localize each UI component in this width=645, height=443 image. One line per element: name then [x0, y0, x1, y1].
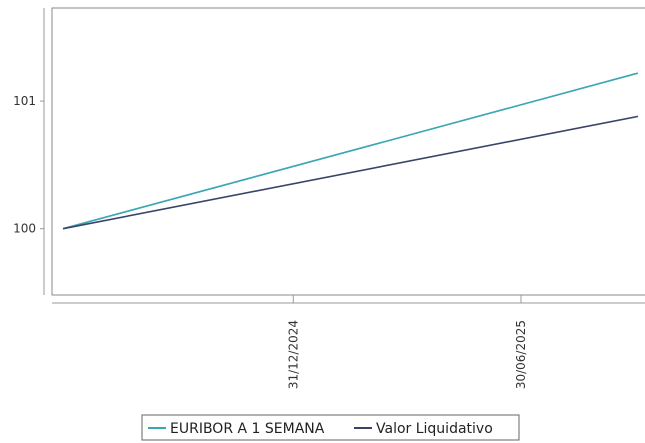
- legend-label-euribor: EURIBOR A 1 SEMANA: [170, 421, 325, 437]
- y-tick-label: 100: [13, 222, 36, 236]
- series-line-0: [62, 72, 639, 230]
- legend-box: [141, 414, 520, 441]
- y-tick-label: 101: [13, 94, 36, 108]
- series-line-1: [62, 115, 639, 230]
- legend-label-valor-liquidativo: Valor Liquidativo: [376, 421, 493, 437]
- x-axis-ticks: 31/12/2024 30/06/2025: [286, 295, 528, 389]
- x-tick-label: 31/12/2024: [286, 320, 300, 389]
- y-axis-ticks: 100 101: [13, 94, 44, 236]
- legend: EURIBOR A 1 SEMANA Valor Liquidativo: [141, 414, 520, 441]
- x-tick-label: 30/06/2025: [514, 320, 528, 389]
- series-lines: [62, 72, 639, 230]
